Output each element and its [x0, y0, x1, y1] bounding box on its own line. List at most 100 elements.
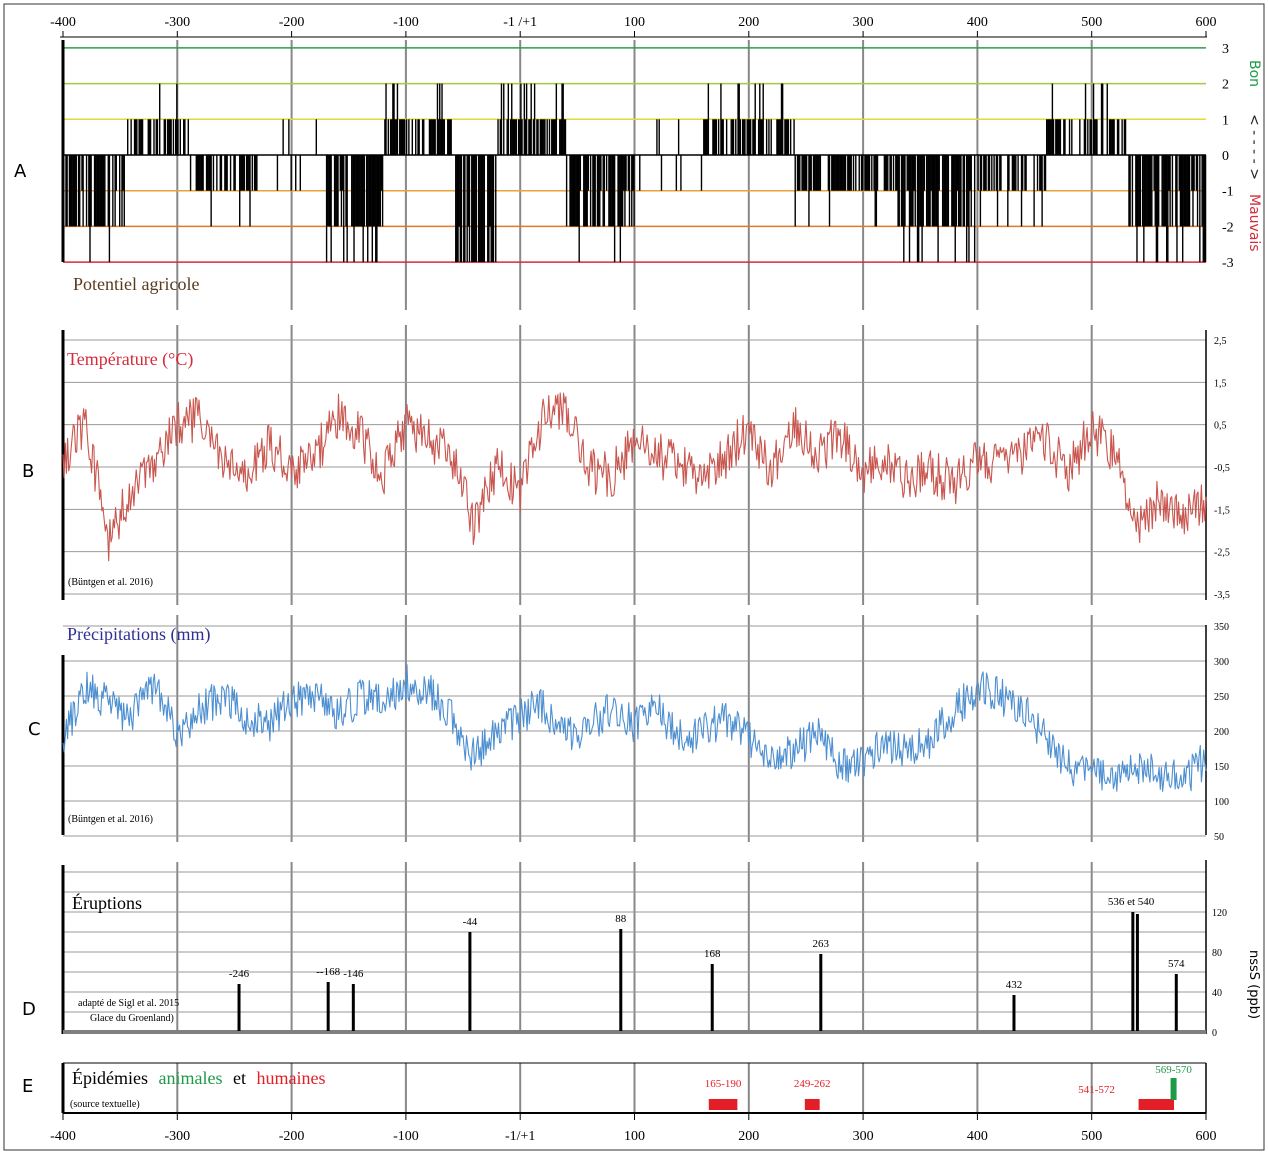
agri-bar	[168, 119, 170, 155]
agri-bar	[632, 155, 634, 191]
ytick-label: 250	[1214, 692, 1229, 703]
agri-bar	[442, 119, 444, 155]
agri-bar	[548, 119, 551, 155]
agri-bar	[660, 155, 663, 191]
agri-bar	[492, 155, 495, 263]
agri-bar	[1056, 119, 1058, 155]
agri-bar	[183, 119, 185, 155]
agri-bar	[933, 155, 936, 227]
agri-bar	[73, 155, 75, 227]
agri-bar	[368, 155, 370, 227]
agri-bar	[245, 155, 248, 191]
agri-bar	[480, 155, 482, 263]
agri-bar	[1149, 155, 1152, 227]
agri-bar	[889, 155, 891, 191]
agri-bar	[1144, 155, 1146, 227]
panel-d-ylabel: nssS (ppb)	[1246, 950, 1261, 1019]
agri-bar	[68, 155, 71, 227]
agri-bar	[177, 119, 179, 155]
agri-bar	[1017, 155, 1019, 191]
agri-bar	[983, 155, 985, 191]
agri-bar	[403, 119, 406, 155]
agri-bar	[1015, 155, 1017, 191]
agri-bar	[717, 119, 720, 155]
agri-bar	[737, 83, 739, 155]
agri-bar	[603, 155, 606, 227]
agri-bar	[1171, 155, 1174, 227]
agri-bar	[987, 155, 990, 191]
panel-e-title: Épidémies animales et humaines	[72, 1067, 325, 1088]
agri-bar	[429, 119, 432, 155]
agri-bar	[399, 119, 401, 155]
agri-bar	[555, 83, 558, 155]
agri-bar	[818, 155, 820, 191]
agri-bar	[196, 155, 199, 191]
agri-bar	[533, 83, 536, 155]
panel-a: A 3 2 1 0 -1 -2 -3 Potentiel agricole Bon < - …	[14, 40, 1262, 294]
agri-bar	[776, 119, 778, 155]
agri-bar	[396, 83, 399, 155]
agri-bar	[240, 155, 242, 191]
agri-bar	[200, 155, 202, 191]
agri-bar	[1049, 119, 1051, 155]
agri-bar	[959, 155, 961, 227]
agri-bar	[212, 155, 215, 191]
agri-bar	[748, 119, 751, 155]
agri-bar	[876, 155, 879, 191]
agri-bar	[621, 155, 624, 227]
agri-bar	[354, 155, 356, 227]
agri-bar	[884, 155, 887, 191]
agri-bar	[256, 155, 258, 191]
agri-bar	[247, 155, 249, 191]
agri-bar	[1153, 155, 1155, 191]
agri-bar	[927, 155, 929, 227]
agri-bar	[552, 119, 554, 155]
agri-bar	[844, 155, 847, 191]
agri-bar	[900, 155, 903, 227]
agri-bar	[458, 155, 460, 227]
agri-bar	[1176, 155, 1178, 263]
agri-bar	[928, 155, 930, 227]
agri-bar	[1083, 119, 1086, 155]
agri-bar	[944, 155, 946, 227]
agri-bar	[1045, 119, 1048, 155]
agri-bar	[897, 155, 899, 227]
agri-bar	[473, 155, 475, 263]
agri-bar	[411, 119, 414, 155]
agri-bar	[587, 155, 590, 191]
agri-bar	[1143, 155, 1145, 263]
agri-bar	[394, 119, 396, 155]
eruption-label: -246	[229, 968, 250, 980]
agri-bar	[288, 119, 290, 155]
agri-bar	[175, 119, 177, 155]
ytick-label: -1,5	[1214, 505, 1230, 516]
agri-bar	[330, 155, 332, 263]
agri-bar	[597, 155, 600, 227]
agri-bar	[848, 155, 850, 191]
agri-bar	[973, 155, 976, 263]
agri-bar	[489, 155, 491, 227]
agri-bar	[384, 119, 386, 155]
agri-bar	[523, 83, 526, 155]
agri-bar	[1138, 155, 1140, 227]
agri-bar	[472, 155, 474, 263]
agri-bar	[619, 155, 622, 263]
agri-bar	[327, 155, 329, 227]
agri-bar	[804, 155, 807, 191]
agri-bar	[369, 155, 371, 227]
agri-bar	[1162, 155, 1164, 227]
agri-bar	[1180, 155, 1183, 227]
agri-bar	[1039, 155, 1041, 191]
panel-a-title: Potentiel agricole	[73, 274, 199, 294]
agri-bar	[201, 155, 203, 191]
agri-bar	[1161, 155, 1163, 227]
agri-bar	[512, 119, 514, 155]
agri-bar	[752, 119, 754, 155]
top-tick-label: -300	[164, 15, 190, 30]
ytick-label: 300	[1214, 657, 1229, 668]
agri-bar	[593, 155, 595, 227]
top-tick-label: -1 /+1	[503, 15, 537, 30]
agri-bar	[780, 83, 783, 155]
agri-bar	[1193, 155, 1195, 191]
agri-bar	[439, 83, 441, 155]
